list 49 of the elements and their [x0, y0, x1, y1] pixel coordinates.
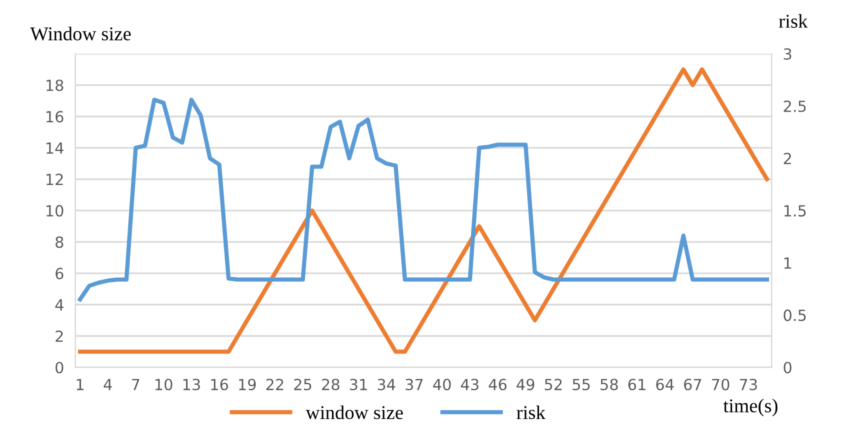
x-tick-label: 67 — [684, 378, 702, 390]
x-tick-label: 43 — [460, 378, 478, 390]
y-tick-label: 14 — [46, 142, 64, 154]
x-tick-label: 70 — [712, 378, 730, 390]
x-tick-label: 73 — [740, 378, 757, 390]
x-tick-label: 52 — [544, 378, 562, 390]
x-axis-title: time(s) — [723, 398, 778, 416]
x-tick-label: 34 — [378, 378, 396, 390]
x-tick-label: 10 — [156, 378, 172, 390]
y-tick-label: 10 — [46, 205, 64, 217]
x-tick-label: 31 — [350, 378, 367, 390]
y-tick-label: 0 — [56, 362, 64, 374]
y-tick-label: 4 — [55, 299, 64, 310]
y-tick-label: 8 — [56, 236, 64, 248]
y-tick-label: 6 — [56, 268, 64, 280]
legend-label: risk — [516, 405, 546, 420]
line-series — [78, 67, 770, 354]
x-tick-label: 58 — [600, 378, 618, 390]
y-axis-title: Window size — [30, 26, 131, 41]
y2-axis-title: risk — [778, 14, 808, 28]
x-tick-label: 55 — [572, 378, 590, 390]
y-tick-label: 18 — [46, 80, 64, 92]
x-tick-label: 49 — [516, 378, 534, 390]
x-tick-label: 61 — [628, 378, 646, 390]
x-tick-label: 40 — [433, 378, 451, 390]
y2-tick-label: 1 — [784, 257, 792, 269]
x-tick-label: 46 — [488, 378, 507, 390]
x-tick-label: 13 — [183, 378, 200, 390]
x-tick-label: 1 — [76, 378, 84, 390]
line-series — [78, 98, 770, 302]
x-tick-label: 64 — [656, 378, 674, 390]
y-tick-label: 2 — [56, 330, 63, 342]
y2-tick-label: 3 — [784, 48, 792, 60]
x-tick-label: 7 — [132, 378, 140, 390]
x-tick-label: 37 — [406, 378, 423, 390]
y-tick-label: 12 — [46, 174, 63, 186]
y2-tick-label: 2 — [784, 152, 791, 164]
y2-tick-label: 2.5 — [784, 100, 806, 112]
x-tick-label: 4 — [104, 378, 112, 390]
y2-tick-label: 0 — [784, 362, 792, 374]
x-tick-label: 22 — [266, 378, 284, 390]
x-tick-label: 25 — [294, 378, 312, 390]
y2-tick-label: 0.5 — [784, 310, 806, 322]
y-tick-label: 16 — [46, 110, 64, 122]
legend-label: window size — [306, 405, 403, 420]
x-tick-label: 19 — [239, 378, 256, 390]
x-tick-label: 28 — [322, 378, 340, 390]
y2-tick-label: 1.5 — [784, 205, 806, 217]
x-tick-label: 16 — [211, 378, 228, 390]
